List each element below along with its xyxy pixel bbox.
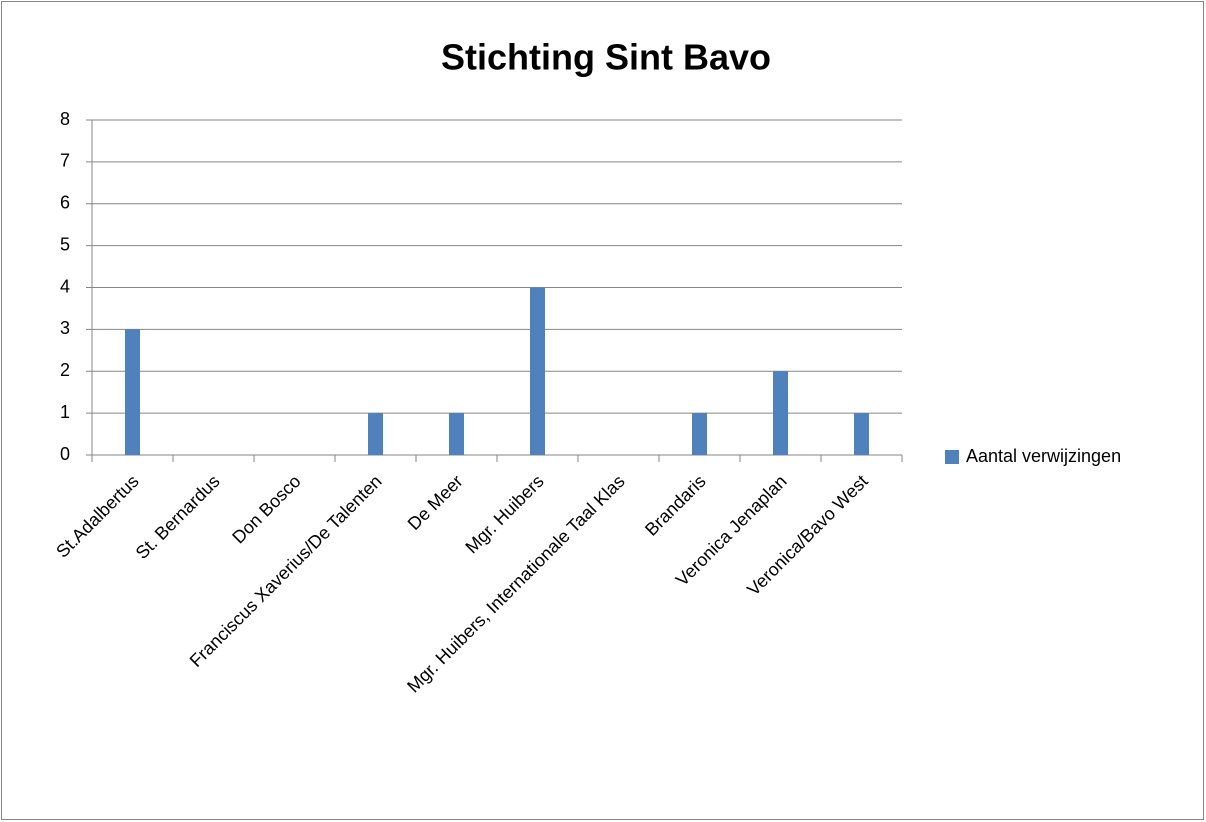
y-tick-label: 3 [60,318,70,338]
y-tick-label: 0 [60,444,70,464]
bar [530,287,545,455]
y-tick-label: 5 [60,234,70,254]
y-tick-label: 2 [60,360,70,380]
bar [854,413,869,455]
bar [125,329,140,455]
bar [368,413,383,455]
y-tick-label: 6 [60,193,70,213]
y-tick-label: 7 [60,151,70,171]
legend-label: Aantal verwijzingen [966,446,1121,466]
chart-title: Stichting Sint Bavo [441,37,771,78]
bar [773,371,788,455]
bar [692,413,707,455]
legend-swatch [945,450,959,464]
y-tick-label: 4 [60,276,70,296]
y-tick-label: 8 [60,109,70,129]
y-tick-label: 1 [60,402,70,422]
bar [449,413,464,455]
